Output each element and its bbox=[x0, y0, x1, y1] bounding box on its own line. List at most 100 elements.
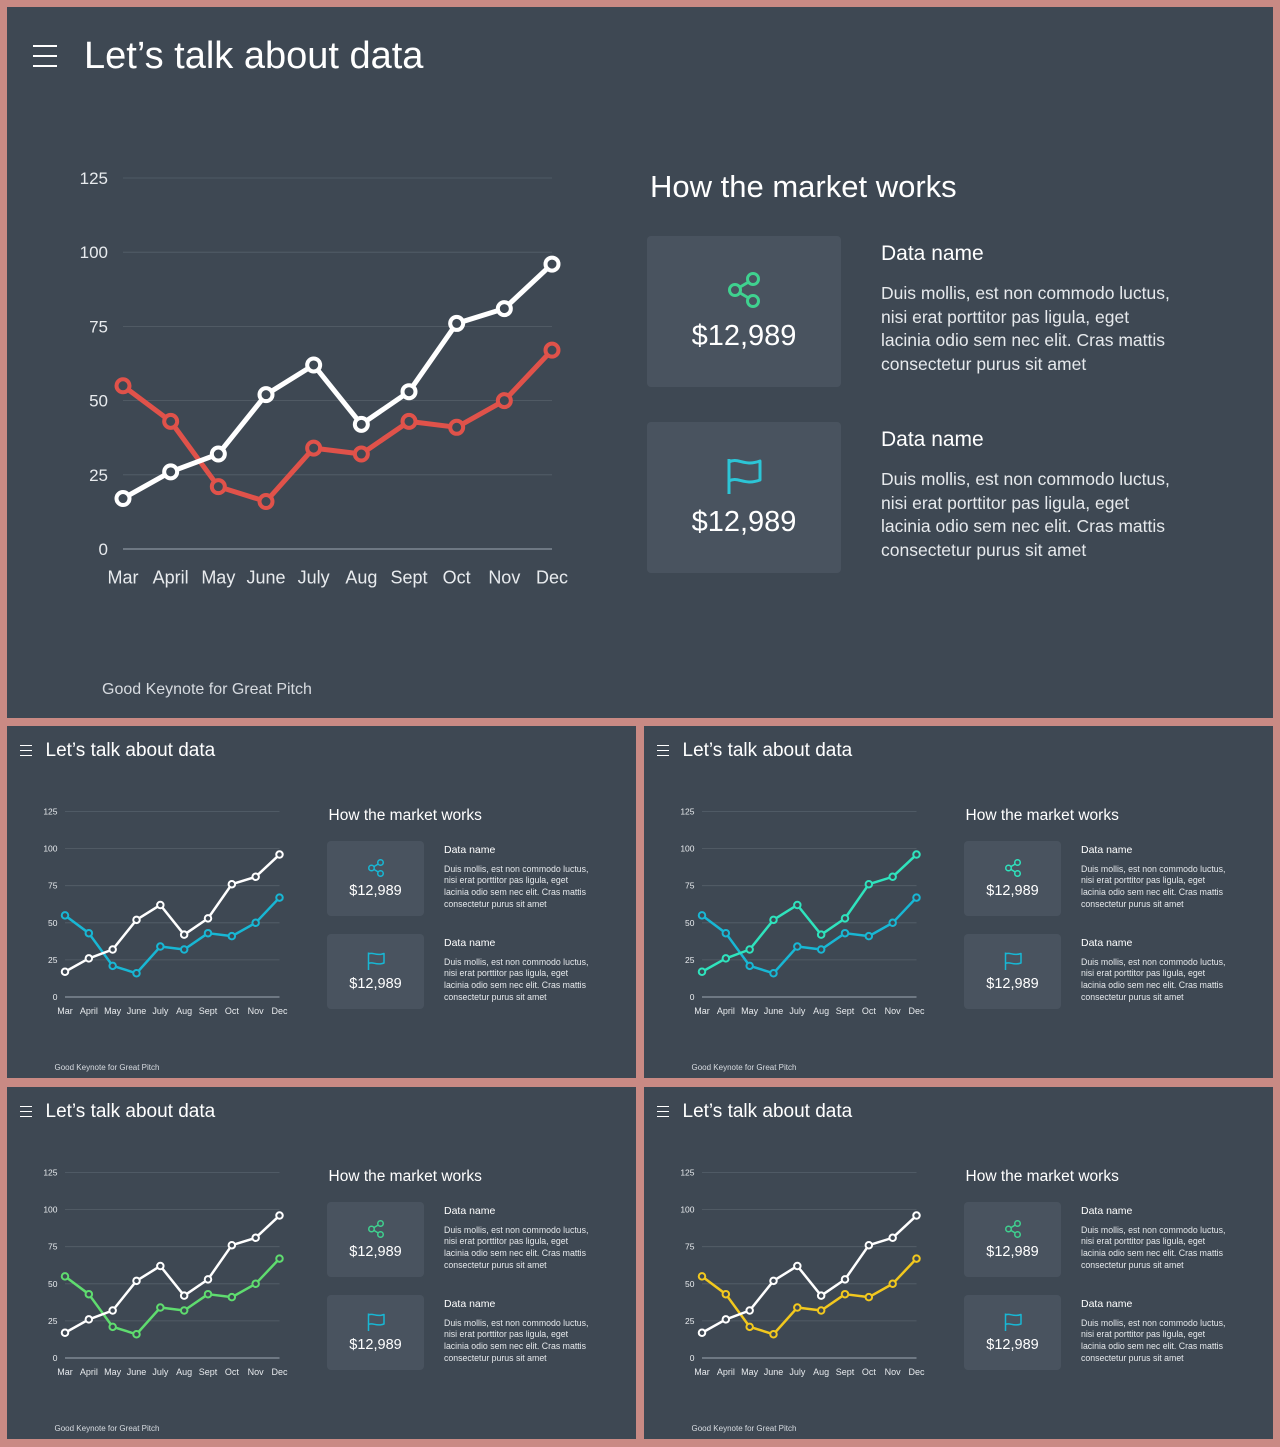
data-point bbox=[84, 928, 94, 938]
x-tick-label: June bbox=[127, 1006, 147, 1016]
data-point bbox=[864, 931, 874, 941]
slide-footer: Good Keynote for Great Pitch bbox=[102, 681, 312, 698]
stat-card: $12,989 bbox=[964, 840, 1061, 916]
x-tick-label: July bbox=[152, 1367, 169, 1377]
stat-value: $12,989 bbox=[986, 882, 1039, 899]
data-point bbox=[227, 879, 237, 889]
data-point bbox=[793, 942, 802, 951]
data-point bbox=[108, 945, 117, 954]
data-point bbox=[888, 918, 897, 928]
data-point bbox=[162, 463, 180, 481]
slide-title: Let’s talk about data bbox=[682, 740, 853, 761]
data-description: Duis mollis, est non commodo luctus, nis… bbox=[444, 956, 589, 1002]
data-point bbox=[305, 439, 323, 457]
x-tick-label: July bbox=[298, 567, 330, 587]
stat-value: $12,989 bbox=[691, 506, 797, 538]
data-point bbox=[745, 1306, 754, 1315]
data-point bbox=[114, 490, 132, 508]
slide-thumbnail[interactable]: Let’s talk about data 0 25 50 75 100 125 Mar Apr… bbox=[644, 1087, 1273, 1439]
y-tick-label: 125 bbox=[80, 169, 108, 188]
x-tick-label: April bbox=[153, 567, 189, 587]
menu-icon[interactable] bbox=[33, 45, 57, 67]
data-point bbox=[209, 478, 227, 496]
data-point bbox=[275, 1254, 284, 1263]
slide-thumbnail[interactable]: Let’s talk about data 0 25 50 75 100 125 Mar Apr… bbox=[7, 1087, 636, 1439]
y-tick-label: 125 bbox=[43, 806, 57, 816]
series-line-2 bbox=[701, 1257, 918, 1336]
section-heading: How the market works bbox=[965, 807, 1119, 824]
y-tick-label: 25 bbox=[48, 955, 58, 965]
y-tick-label: 75 bbox=[48, 1242, 58, 1252]
x-tick-label: Oct bbox=[443, 567, 471, 587]
data-point bbox=[114, 377, 132, 395]
share-icon bbox=[367, 1219, 384, 1238]
data-point bbox=[864, 879, 874, 889]
line-chart: 0 25 50 75 100 125 Mar April May June July Aug Sept O… bbox=[680, 1167, 925, 1377]
data-point bbox=[132, 915, 141, 925]
data-point bbox=[275, 850, 284, 859]
x-tick-label: Nov bbox=[488, 567, 520, 587]
series-line-2 bbox=[64, 1257, 281, 1336]
x-tick-label: Mar bbox=[694, 1006, 710, 1016]
y-tick-label: 0 bbox=[53, 992, 58, 1002]
x-tick-label: June bbox=[246, 567, 285, 587]
data-point bbox=[697, 1328, 707, 1338]
y-tick-label: 75 bbox=[685, 1242, 695, 1252]
data-point bbox=[840, 1289, 850, 1299]
x-tick-label: Mar bbox=[108, 567, 139, 587]
data-point bbox=[816, 945, 826, 954]
menu-icon[interactable] bbox=[657, 1106, 669, 1117]
slide-footer: Good Keynote for Great Pitch bbox=[54, 1424, 160, 1433]
data-point bbox=[257, 493, 275, 511]
data-point bbox=[179, 1306, 189, 1315]
stat-value: $12,989 bbox=[986, 1336, 1039, 1353]
x-tick-label: Sept bbox=[390, 567, 427, 587]
x-tick-label: April bbox=[717, 1006, 735, 1016]
slide-title: Let’s talk about data bbox=[682, 1101, 853, 1122]
flag-icon bbox=[727, 459, 762, 494]
y-tick-label: 75 bbox=[89, 317, 108, 336]
share-icon bbox=[728, 272, 760, 308]
data-point bbox=[203, 1275, 213, 1284]
slide-thumbnail[interactable]: Let’s talk about data 0 25 50 75 100 125 Mar Apr… bbox=[644, 726, 1273, 1078]
line-chart: 0 25 50 75 100 125 Mar April May June July Aug Sept O… bbox=[680, 806, 925, 1016]
flag-icon bbox=[1004, 1313, 1022, 1331]
data-point bbox=[840, 1275, 850, 1284]
main-slide: Let’s talk about data 0 25 50 75 100 125 Mar Apr… bbox=[7, 7, 1273, 718]
y-tick-label: 50 bbox=[685, 1279, 695, 1289]
data-point bbox=[227, 1292, 237, 1302]
menu-icon[interactable] bbox=[20, 745, 32, 756]
flag-icon bbox=[367, 952, 385, 970]
menu-icon[interactable] bbox=[20, 1106, 32, 1117]
data-point bbox=[721, 954, 731, 963]
x-tick-label: Aug bbox=[813, 1006, 829, 1016]
x-tick-label: Mar bbox=[694, 1367, 710, 1377]
stat-card: $12,989 bbox=[964, 1201, 1061, 1277]
data-name-label: Data name bbox=[1081, 936, 1133, 949]
data-point bbox=[108, 1306, 117, 1315]
x-tick-label: Dec bbox=[271, 1367, 288, 1377]
x-tick-label: Nov bbox=[248, 1367, 265, 1377]
data-point bbox=[745, 1322, 754, 1332]
share-icon bbox=[367, 858, 384, 877]
data-point bbox=[864, 1292, 874, 1302]
data-point bbox=[275, 1211, 284, 1220]
data-description: Duis mollis, est non commodo luctus, nis… bbox=[444, 863, 589, 909]
stat-card: $12,989 bbox=[327, 933, 424, 1009]
y-tick-label: 0 bbox=[690, 1353, 695, 1363]
data-point bbox=[162, 412, 180, 430]
series-line-1 bbox=[701, 853, 918, 973]
data-point bbox=[209, 445, 227, 463]
data-point bbox=[495, 392, 513, 410]
stat-card: $12,989 bbox=[327, 840, 424, 916]
data-point bbox=[275, 893, 284, 902]
stat-value: $12,989 bbox=[349, 882, 402, 899]
stat-card: $12,989 bbox=[964, 933, 1061, 1009]
data-point bbox=[227, 931, 237, 941]
data-point bbox=[227, 1240, 237, 1250]
data-name-label: Data name bbox=[444, 936, 496, 949]
data-point bbox=[721, 1315, 731, 1324]
data-point bbox=[543, 341, 561, 359]
slide-thumbnail[interactable]: Let’s talk about data 0 25 50 75 100 125 Mar Apr… bbox=[7, 726, 636, 1078]
menu-icon[interactable] bbox=[657, 745, 669, 756]
